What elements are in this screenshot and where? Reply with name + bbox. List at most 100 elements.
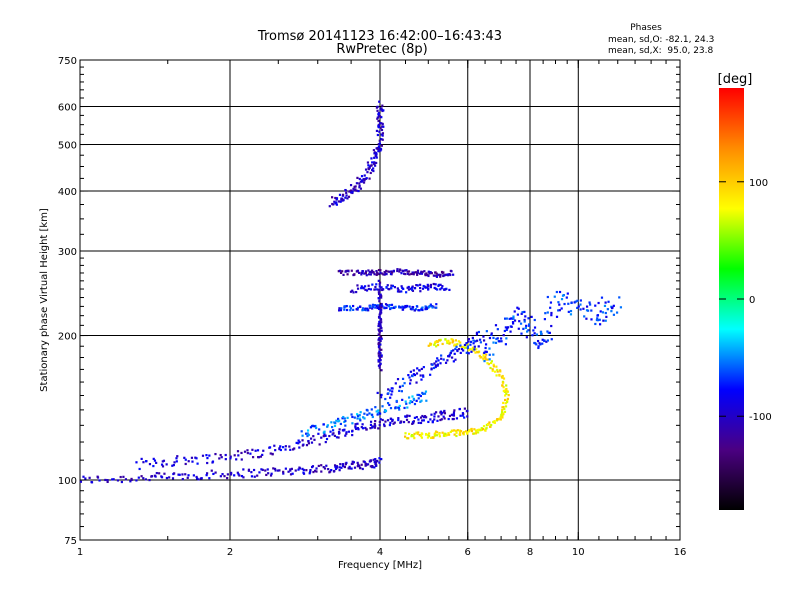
data-point [495, 337, 498, 341]
data-point [451, 341, 454, 344]
data-point [486, 358, 489, 361]
data-point [343, 465, 346, 468]
data-point [214, 471, 217, 474]
data-point [406, 414, 409, 417]
data-point [454, 358, 457, 361]
data-point [569, 313, 573, 316]
data-point [402, 287, 405, 290]
data-point [509, 330, 512, 333]
data-point [368, 166, 371, 169]
data-point [90, 480, 93, 484]
data-point [224, 458, 227, 461]
data-point [355, 189, 358, 192]
data-point [358, 414, 361, 417]
data-point [378, 357, 382, 360]
data-point [550, 314, 553, 317]
data-point [374, 304, 377, 307]
data-point [473, 345, 476, 348]
data-point [345, 194, 348, 197]
data-point [517, 327, 520, 330]
data-point [351, 415, 354, 419]
data-point [301, 434, 304, 437]
data-point [603, 304, 607, 308]
data-point [371, 283, 374, 286]
data-point [598, 323, 602, 326]
data-point [377, 291, 380, 294]
data-point [427, 435, 431, 438]
data-point [385, 269, 388, 273]
data-point [372, 167, 375, 170]
data-point [307, 440, 310, 443]
data-point [570, 301, 573, 305]
data-point [485, 353, 488, 356]
data-point [377, 324, 380, 328]
data-point [373, 422, 376, 426]
data-point [261, 453, 264, 456]
data-point [412, 397, 415, 401]
data-point [84, 477, 87, 480]
data-point [351, 460, 354, 463]
data-point [516, 306, 519, 309]
data-point [377, 352, 380, 355]
data-point [313, 438, 316, 441]
data-point [420, 399, 423, 402]
data-point [370, 270, 373, 273]
data-point [398, 385, 402, 389]
data-point [383, 270, 386, 274]
data-point [416, 284, 419, 287]
data-point [411, 307, 414, 311]
data-point [488, 336, 492, 340]
data-point [376, 459, 379, 463]
data-point [376, 391, 379, 395]
data-point [323, 432, 326, 435]
data-point [429, 271, 432, 274]
data-point [351, 430, 354, 433]
data-point [408, 414, 411, 418]
data-point [452, 411, 456, 414]
data-point [421, 419, 424, 422]
data-point [442, 271, 445, 274]
data-point [601, 311, 605, 314]
data-point [488, 421, 491, 424]
data-point [374, 151, 377, 155]
data-point [301, 467, 304, 471]
data-point [413, 402, 417, 406]
data-point [273, 467, 277, 471]
data-point [599, 310, 602, 313]
data-point [211, 460, 215, 463]
data-point [463, 416, 466, 419]
data-point [377, 119, 380, 123]
data-point [344, 424, 347, 427]
data-point [490, 360, 493, 363]
data-point [418, 433, 421, 437]
data-point [333, 434, 337, 437]
data-point [307, 442, 310, 445]
data-point [205, 474, 208, 477]
data-point [488, 358, 491, 361]
data-point [376, 117, 379, 120]
data-point [379, 412, 382, 415]
data-point [278, 447, 281, 451]
data-point [415, 372, 419, 375]
data-point [535, 333, 539, 336]
data-point [339, 200, 342, 203]
data-point [538, 342, 541, 345]
data-point [298, 440, 301, 444]
data-point [106, 479, 109, 482]
data-point [369, 465, 372, 468]
data-point [377, 345, 381, 349]
data-point [422, 419, 425, 422]
data-point [371, 303, 375, 306]
data-point [429, 283, 433, 287]
data-point [373, 273, 376, 276]
data-point [422, 416, 426, 419]
data-point [385, 286, 388, 289]
data-point [419, 400, 422, 403]
data-point [337, 430, 341, 434]
data-point [431, 420, 434, 423]
data-point [354, 426, 357, 429]
data-point [333, 469, 336, 473]
data-point [454, 339, 458, 342]
data-point [483, 351, 486, 354]
data-point [378, 139, 381, 142]
